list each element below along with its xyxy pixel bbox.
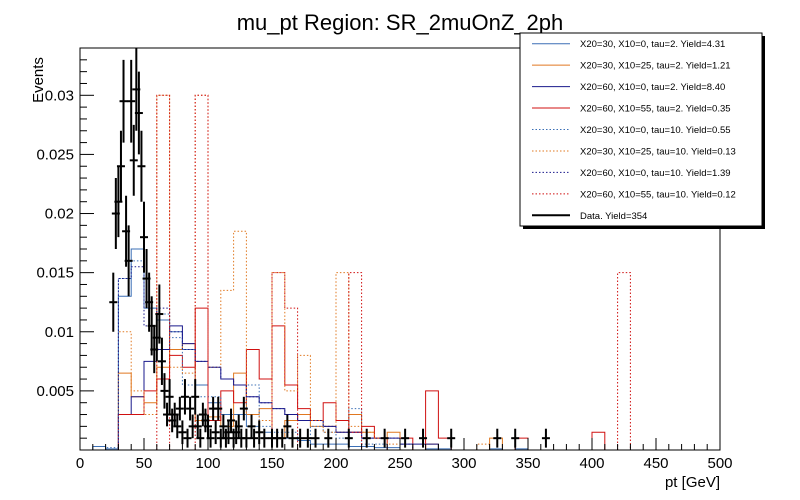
data-point (541, 428, 550, 448)
x-tick-label: 0 (76, 455, 84, 472)
data-point (165, 379, 174, 415)
chart-title: mu_pt Region: SR_2muOnZ_2ph (237, 10, 564, 35)
data-point (186, 396, 195, 421)
data-point (303, 428, 312, 448)
data-point (227, 408, 236, 433)
data-point (311, 428, 320, 448)
data-points (109, 48, 550, 448)
data-point (493, 428, 502, 448)
legend-entry: X20=60, X10=0, tau=2. Yield=8.40 (580, 82, 725, 93)
data-point (362, 428, 371, 448)
y-axis: 0.005 0.01 0.015 0.02 0.025 0.03 (36, 47, 94, 439)
data-point (116, 130, 125, 202)
x-tick-label: 200 (323, 455, 348, 472)
x-axis-label: pt [GeV] (665, 474, 720, 491)
data-point (278, 428, 287, 448)
series-4-histogram (117, 307, 606, 450)
data-point (211, 420, 220, 445)
x-tick-label: 250 (387, 455, 412, 472)
data-point (247, 414, 256, 439)
series-6-histogram (117, 94, 491, 450)
data-point (214, 396, 223, 421)
series-3-histogram (117, 325, 439, 450)
x-tick-label: 300 (451, 455, 476, 472)
data-point (178, 420, 187, 445)
legend-entry: X20=30, X10=25, tau=10. Yield=0.13 (580, 146, 736, 157)
data-point (260, 428, 269, 448)
series-8-histogram (156, 94, 631, 450)
y-tick-label: 0.03 (45, 87, 74, 104)
legend-entry: X20=30, X10=25, tau=2. Yield=1.21 (580, 61, 731, 72)
data-point (109, 272, 118, 332)
plot-area (92, 48, 631, 450)
data-point (419, 428, 428, 448)
data-point (157, 337, 166, 385)
legend-entry: Data. Yield=354 (580, 211, 647, 222)
data-point (219, 414, 228, 439)
data-point (255, 420, 264, 445)
data-point (119, 59, 128, 143)
y-tick-label: 0.005 (36, 383, 74, 400)
data-point (239, 396, 248, 421)
data-point (155, 284, 164, 344)
x-tick-label: 400 (579, 455, 604, 472)
x-tick-label: 450 (643, 455, 668, 472)
series-7-histogram (117, 266, 414, 450)
legend-entry: X20=60, X10=55, tau=10. Yield=0.12 (580, 189, 736, 200)
data-point (234, 414, 243, 439)
data-point (173, 414, 182, 439)
data-point (193, 414, 202, 439)
x-tick-label: 500 (707, 455, 732, 472)
data-point (324, 428, 333, 448)
x-tick-label: 100 (195, 455, 220, 472)
legend-entry: X20=30, X10=0, tau=10. Yield=0.55 (580, 125, 731, 136)
data-point (140, 201, 148, 273)
data-point (160, 373, 169, 409)
data-point (204, 414, 212, 439)
data-point (283, 414, 292, 439)
y-tick-label: 0.02 (45, 206, 74, 223)
data-point (191, 379, 200, 415)
legend-entry: X20=30, X10=0, tau=2. Yield=4.31 (580, 39, 725, 50)
data-point (124, 225, 133, 297)
data-point (137, 130, 146, 202)
x-tick-label: 350 (515, 455, 540, 472)
x-tick-label: 150 (259, 455, 284, 472)
y-tick-label: 0.01 (45, 324, 74, 341)
y-tick-label: 0.015 (36, 265, 74, 282)
x-tick-label: 50 (136, 455, 153, 472)
legend-entry: X20=60, X10=55, tau=2. Yield=0.35 (580, 104, 731, 115)
data-point (129, 124, 138, 196)
y-tick-label: 0.025 (36, 146, 74, 163)
legend-entry: X20=60, X10=0, tau=10. Yield=1.39 (580, 168, 731, 179)
data-point (296, 428, 305, 448)
data-point (134, 71, 143, 155)
legend: X20=30, X10=0, tau=2. Yield=4.31 X20=30, … (519, 32, 765, 229)
data-point (127, 59, 136, 143)
data-point (183, 428, 192, 448)
data-point (250, 428, 259, 448)
data-point (175, 396, 184, 421)
y-axis-label: Events (30, 57, 47, 103)
data-point (196, 428, 205, 448)
data-point (180, 379, 189, 415)
data-point (380, 428, 389, 448)
data-point (288, 428, 297, 448)
data-point (401, 428, 410, 448)
x-axis: 0 50 100 150 200 250 300 350 400 450 500 (76, 438, 733, 472)
